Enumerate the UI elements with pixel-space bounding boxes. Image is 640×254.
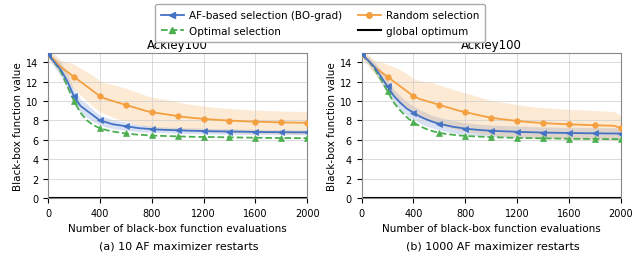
Y-axis label: Black-box function value: Black-box function value (327, 62, 337, 190)
Title: Ackley100: Ackley100 (147, 39, 208, 52)
Y-axis label: Black-box function value: Black-box function value (13, 62, 23, 190)
X-axis label: Number of black-box function evaluations: Number of black-box function evaluations (68, 223, 287, 233)
Text: (a) 10 AF maximizer restarts: (a) 10 AF maximizer restarts (99, 241, 259, 251)
Text: (b) 1000 AF maximizer restarts: (b) 1000 AF maximizer restarts (406, 241, 580, 251)
X-axis label: Number of black-box function evaluations: Number of black-box function evaluations (382, 223, 600, 233)
Legend: AF-based selection (BO-grad), Optimal selection, Random selection, global optimu: AF-based selection (BO-grad), Optimal se… (155, 5, 485, 43)
Title: Ackley100: Ackley100 (461, 39, 522, 52)
